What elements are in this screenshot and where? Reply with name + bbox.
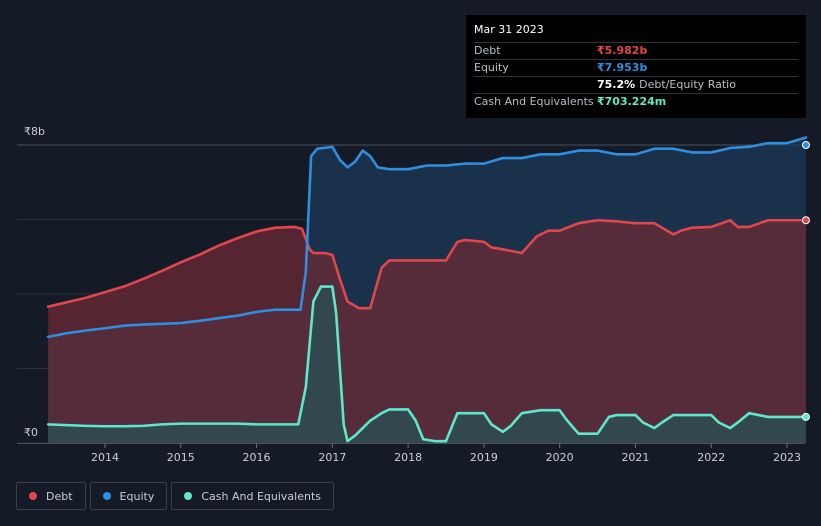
legend-item-cash[interactable]: Cash And Equivalents (171, 482, 334, 510)
legend-label-equity: Equity (119, 489, 155, 503)
tooltip-equity-value: ₹7.953b (597, 61, 648, 74)
legend: Debt Equity Cash And Equivalents (16, 482, 338, 510)
area-debt (48, 220, 806, 443)
y-label-top: ₹8b (24, 125, 45, 138)
line-equity (46, 136, 808, 339)
tooltip-debt-label: Debt (474, 44, 501, 57)
x-tick-label: 2021 (621, 451, 649, 464)
x-tick-label: 2023 (773, 451, 801, 464)
legend-dot-icon (102, 492, 111, 500)
x-tick-label: 2014 (91, 451, 119, 464)
legend-dot-icon (29, 492, 37, 500)
legend-item-debt[interactable]: Debt (16, 482, 86, 510)
tooltip-row-debt: Debt ₹5.982b (474, 42, 798, 59)
endpoint-debt (801, 216, 810, 225)
endpoint-equity (801, 141, 810, 149)
tooltip-date: Mar 31 2023 (474, 23, 544, 36)
tooltip: Mar 31 2023 Debt ₹5.982b Equity ₹7.953b … (466, 15, 806, 118)
x-tick-label: 2018 (394, 451, 422, 464)
line-cash-and-equivalents (46, 285, 808, 443)
x-tick-label: 2016 (243, 451, 271, 464)
tooltip-cash-label: Cash And Equivalents (474, 95, 594, 108)
x-tick-label: 2019 (470, 451, 498, 464)
x-tick-label: 2022 (697, 451, 725, 464)
y-label-bottom: ₹0 (24, 426, 38, 439)
x-tick-label: 2020 (546, 451, 574, 464)
tooltip-debt-value: ₹5.982b (597, 44, 648, 57)
line-debt (46, 218, 808, 310)
legend-label-debt: Debt (46, 489, 73, 503)
tooltip-equity-label: Equity (474, 61, 509, 74)
x-tick-label: 2017 (318, 451, 346, 464)
legend-item-equity[interactable]: Equity (89, 482, 168, 510)
tooltip-row-ratio: 75.2% Debt/Equity Ratio (474, 76, 798, 93)
endpoint-cash-and-equivalents (801, 412, 810, 421)
tooltip-cash-value: ₹703.224m (597, 95, 667, 108)
tooltip-row-equity: Equity ₹7.953b (474, 59, 798, 76)
legend-label-cash: Cash And Equivalents (201, 489, 321, 503)
tooltip-ratio-label: Debt/Equity Ratio (639, 78, 736, 91)
tooltip-ratio-value: 75.2% (597, 78, 636, 91)
tooltip-row-cash: Cash And Equivalents ₹703.224m (474, 93, 798, 110)
legend-dot-icon (184, 492, 193, 500)
x-tick-label: 2015 (167, 451, 195, 464)
